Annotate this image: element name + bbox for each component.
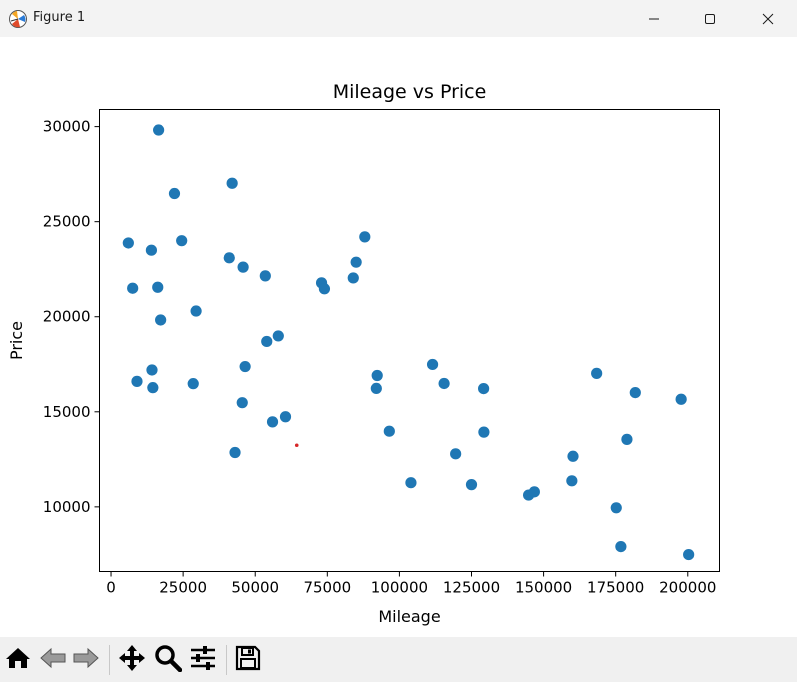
data-point xyxy=(465,479,478,491)
data-point xyxy=(528,486,540,498)
toolbar-separator xyxy=(109,645,110,675)
data-point xyxy=(272,330,284,342)
scatter-points xyxy=(122,124,695,561)
scatter-chart: Mileage vs Price 0 25000 50000 75000 100000 1… xyxy=(7,81,720,626)
data-point xyxy=(350,256,362,268)
data-point xyxy=(591,367,603,379)
data-point xyxy=(152,281,164,293)
data-point xyxy=(146,364,158,376)
close-icon xyxy=(762,13,774,25)
zoom-icon xyxy=(154,644,183,676)
home-button[interactable] xyxy=(3,646,33,674)
x-tick-label: 150000 xyxy=(515,579,572,597)
back-icon xyxy=(39,646,67,674)
data-point xyxy=(370,382,382,395)
data-point xyxy=(450,448,462,460)
forward-icon xyxy=(72,646,100,674)
data-point xyxy=(176,235,188,247)
highlight-point xyxy=(294,443,299,448)
data-point xyxy=(371,369,383,382)
data-point xyxy=(145,244,158,256)
data-point xyxy=(229,446,241,459)
data-point xyxy=(279,411,292,423)
data-point xyxy=(122,237,134,249)
x-tick-label: 50000 xyxy=(231,579,279,597)
y-tick-label: 20000 xyxy=(43,308,91,326)
data-point xyxy=(621,433,633,445)
window-titlebar: Figure 1 xyxy=(0,0,797,37)
x-axis-ticks: 0 25000 50000 75000 100000 125000 150000 175000… xyxy=(106,571,716,597)
y-axis-label: Price xyxy=(7,321,26,360)
data-point xyxy=(153,124,165,136)
close-button[interactable] xyxy=(739,0,797,37)
forward-button[interactable] xyxy=(71,646,101,674)
data-point xyxy=(236,397,248,409)
data-point xyxy=(426,358,439,371)
x-tick-label: 0 xyxy=(106,579,116,597)
data-point xyxy=(683,548,695,561)
data-point xyxy=(187,378,199,390)
data-point xyxy=(610,502,622,514)
data-point xyxy=(383,425,395,437)
pan-icon xyxy=(118,644,146,676)
save-icon xyxy=(235,645,261,675)
pan-button[interactable] xyxy=(117,644,147,676)
data-point xyxy=(223,252,235,264)
data-point xyxy=(566,475,578,487)
axes-frame xyxy=(99,109,720,572)
data-point xyxy=(266,416,279,428)
x-tick-label: 25000 xyxy=(159,579,207,597)
data-point xyxy=(359,231,371,243)
configure-subplots-icon xyxy=(189,645,217,675)
chart-title: Mileage vs Price xyxy=(333,81,487,103)
y-tick-label: 30000 xyxy=(43,118,91,136)
x-tick-label: 75000 xyxy=(303,579,351,597)
data-point xyxy=(131,375,143,387)
navigation-toolbar xyxy=(0,637,797,682)
x-axis-label: Mileage xyxy=(378,607,440,626)
toolbar-separator xyxy=(226,645,227,675)
minimize-button[interactable] xyxy=(625,0,683,37)
data-point xyxy=(168,187,181,200)
data-point xyxy=(239,360,251,373)
data-point xyxy=(190,305,202,317)
data-point xyxy=(261,335,273,348)
data-point xyxy=(478,426,490,438)
home-icon xyxy=(5,646,31,674)
zoom-button[interactable] xyxy=(153,644,183,676)
y-tick-label: 10000 xyxy=(43,498,91,516)
data-point xyxy=(155,314,167,326)
back-button[interactable] xyxy=(38,646,68,674)
data-point xyxy=(615,540,627,553)
matplotlib-app-icon xyxy=(8,9,28,29)
configure-subplots-button[interactable] xyxy=(188,646,218,674)
data-point xyxy=(127,282,139,294)
y-tick-label: 25000 xyxy=(43,213,91,231)
data-point xyxy=(259,270,271,282)
data-point xyxy=(405,477,417,489)
data-point xyxy=(347,272,359,284)
window-title: Figure 1 xyxy=(33,10,86,25)
data-point xyxy=(438,377,450,390)
x-tick-label: 125000 xyxy=(443,579,500,597)
data-point xyxy=(675,393,687,405)
x-tick-label: 175000 xyxy=(587,579,644,597)
x-tick-label: 200000 xyxy=(659,579,716,597)
x-tick-label: 100000 xyxy=(371,579,428,597)
data-point xyxy=(226,177,238,189)
y-axis-ticks: 10000 15000 20000 25000 30000 xyxy=(43,118,100,516)
maximize-button[interactable] xyxy=(681,0,739,37)
minimize-icon xyxy=(648,13,660,25)
data-point xyxy=(629,386,641,399)
data-point xyxy=(147,382,159,394)
save-button[interactable] xyxy=(233,645,263,675)
maximize-icon xyxy=(704,13,716,25)
figure-canvas[interactable]: Mileage vs Price 0 25000 50000 75000 100000 1… xyxy=(0,37,797,637)
y-tick-label: 15000 xyxy=(43,403,91,421)
data-point xyxy=(237,261,249,273)
data-point xyxy=(318,283,331,295)
data-point xyxy=(478,383,490,395)
data-point xyxy=(567,450,579,462)
